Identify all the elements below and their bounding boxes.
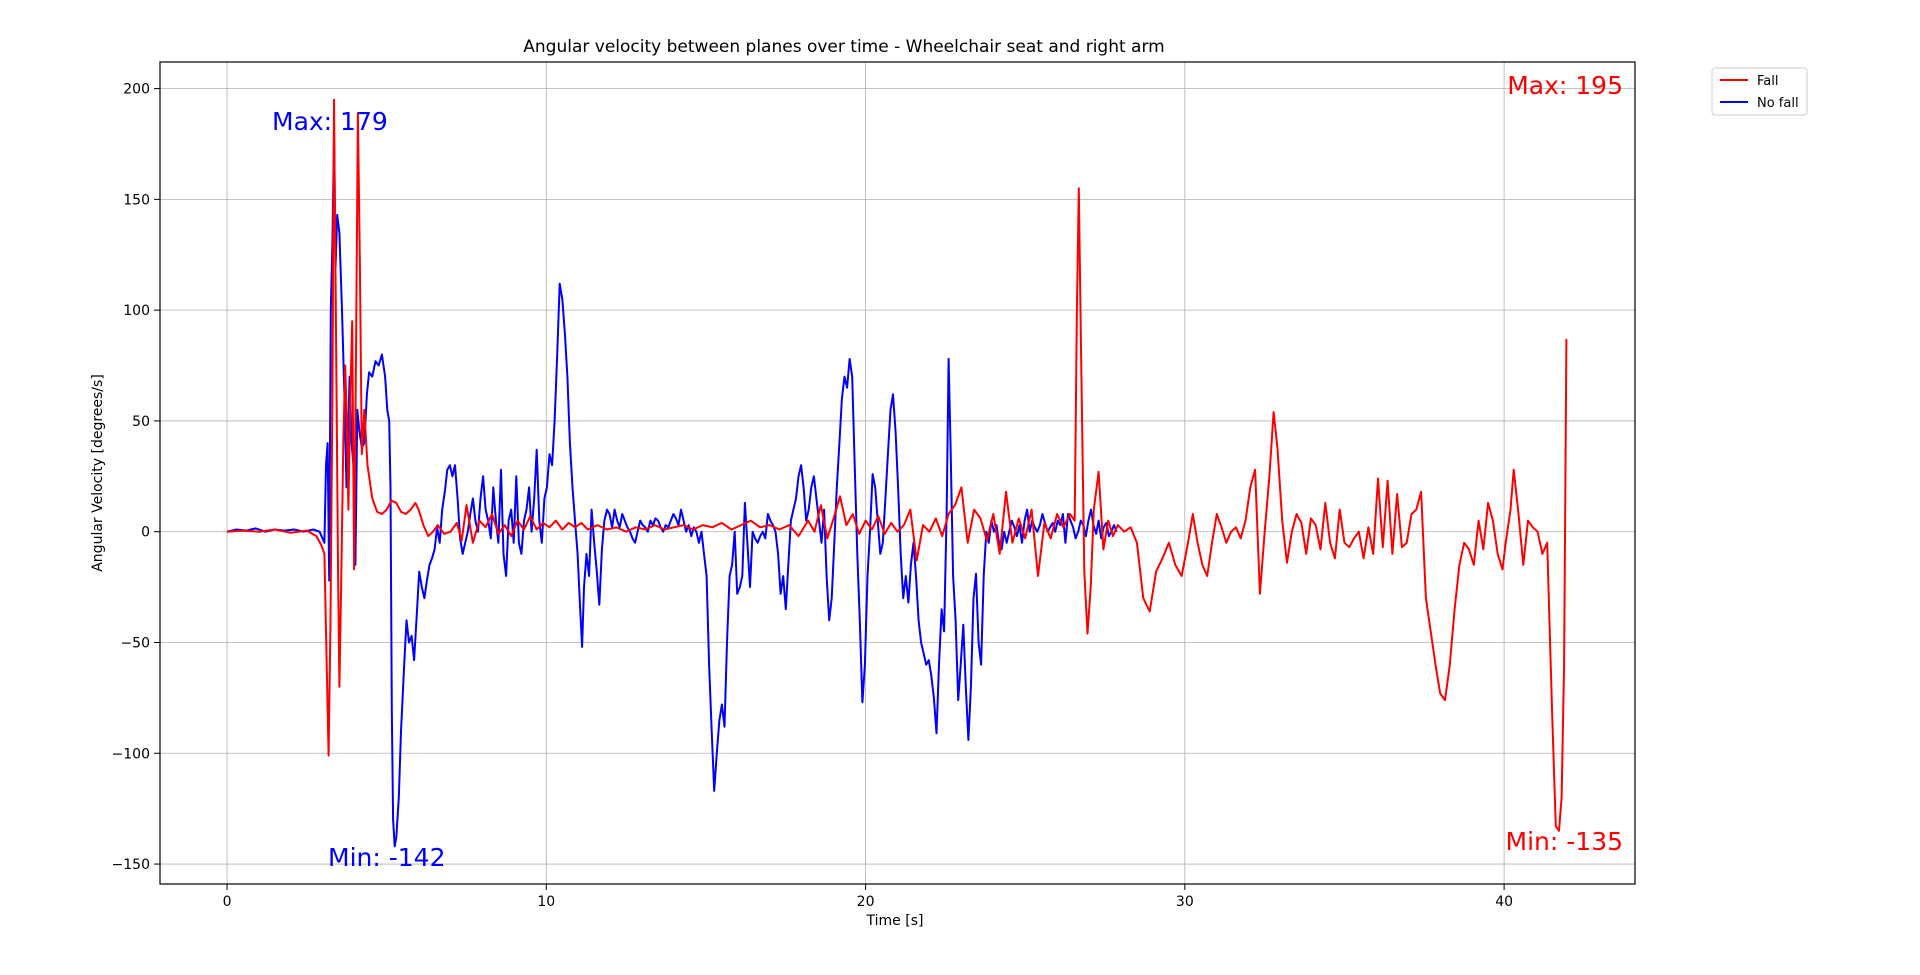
axis-ticks: 0 10 20 30 40 −150 −100 −50 0 50 100 150 200 — [112, 82, 1513, 910]
plot-area-frame — [159, 61, 1636, 885]
legend-label-nofall: No fall — [1757, 96, 1799, 111]
x-tick-label: 10 — [537, 894, 555, 910]
y-tick-label: 50 — [132, 414, 150, 430]
legend-label-fall: Fall — [1757, 74, 1778, 89]
y-tick-label: 100 — [123, 303, 150, 319]
y-axis-label: Angular Velocity [degrees/s] — [90, 374, 106, 572]
annotation-nofall-min: Min: -142 — [328, 843, 445, 872]
y-tick-label: −50 — [120, 635, 150, 651]
x-tick-label: 40 — [1495, 894, 1513, 910]
series-line-fall — [226, 98, 1568, 832]
y-tick-label: −100 — [112, 746, 150, 762]
x-tick-label: 30 — [1176, 894, 1194, 910]
y-tick-label: −150 — [112, 857, 150, 873]
x-tick-label: 0 — [223, 894, 232, 910]
x-axis-label: Time [s] — [866, 913, 924, 929]
y-tick-label: 0 — [141, 525, 150, 541]
annotation-fall-min: Min: -135 — [1506, 827, 1623, 856]
series-line-no-fall — [226, 134, 1118, 848]
annotation-nofall-max: Max: 179 — [272, 107, 388, 136]
annotation-fall-max: Max: 195 — [1507, 71, 1623, 100]
legend: Fall No fall — [1711, 67, 1808, 116]
series-layer — [226, 98, 1568, 848]
y-tick-label: 200 — [123, 82, 150, 98]
y-tick-label: 150 — [123, 192, 150, 208]
x-tick-label: 20 — [857, 894, 875, 910]
chart-title: Angular velocity between planes over tim… — [523, 37, 1164, 57]
